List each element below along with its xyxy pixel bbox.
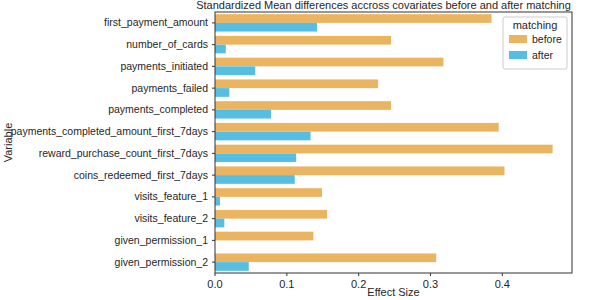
bar [215, 197, 220, 206]
bar [215, 110, 271, 119]
bar [215, 23, 317, 32]
legend-title: matching [513, 19, 558, 31]
bar [215, 153, 296, 162]
legend-swatch [509, 35, 527, 43]
bar [215, 58, 443, 67]
y-tick-label: coins_redeemed_first_7days [74, 169, 208, 181]
x-tick [286, 273, 287, 276]
y-tick [212, 44, 215, 45]
y-tick [212, 218, 215, 219]
y-tick [212, 109, 215, 110]
y-tick [212, 66, 215, 67]
legend-swatch [509, 51, 527, 59]
legend-box [503, 17, 567, 69]
bar [215, 219, 224, 228]
bars [215, 14, 553, 271]
y-tick-label: payments_initiated [120, 60, 208, 72]
bar [215, 88, 229, 97]
legend: matching before after [503, 17, 567, 69]
legend-label: before [532, 33, 562, 45]
y-tick-label: visits_feature_2 [134, 212, 208, 224]
legend-label: after [532, 49, 554, 61]
bar [215, 262, 249, 271]
bar [215, 188, 322, 197]
x-tick-label: 0.4 [495, 278, 510, 290]
x-tick-label: 0.3 [423, 278, 438, 290]
bar [215, 36, 391, 45]
y-tick [212, 22, 215, 23]
bar [215, 123, 499, 132]
y-tick [212, 88, 215, 89]
y-tick-label: given_permission_1 [115, 234, 209, 246]
bar [215, 14, 492, 23]
bar [215, 253, 436, 262]
y-tick-label: payments_completed_amount_first_7days [11, 125, 208, 137]
chart-title: Standardized Mean differences accross co… [196, 0, 571, 11]
bar [215, 45, 226, 54]
bar [215, 101, 391, 110]
y-axis-label: Variable [2, 123, 14, 163]
y-tick [212, 153, 215, 154]
x-tick [430, 273, 431, 276]
x-tick [502, 273, 503, 276]
y-tick-label: visits_feature_1 [134, 190, 208, 202]
y-tick [212, 131, 215, 132]
x-tick-label: 0.2 [351, 278, 366, 290]
y-tick-label: payments_completed [108, 103, 208, 115]
x-tick [358, 273, 359, 276]
y-tick-label: first_payment_amount [104, 16, 208, 28]
y-tick-label: payments_failed [132, 82, 209, 94]
bar [215, 175, 295, 184]
x-axis-label: Effect Size [367, 286, 419, 298]
bar [215, 232, 313, 241]
bar [215, 79, 378, 88]
y-tick-label: given_permission_2 [115, 256, 209, 268]
x-tick-label: 0.1 [279, 278, 294, 290]
y-tick [212, 196, 215, 197]
chart-container: 0.0 0.1 0.2 0.3 0.4 first_payment_amountnumbe… [0, 0, 600, 300]
bar [215, 132, 311, 141]
chart-svg: 0.0 0.1 0.2 0.3 0.4 first_payment_amountnumbe… [0, 0, 600, 300]
y-tick-label: number_of_cards [126, 38, 208, 50]
bar [215, 210, 327, 219]
y-tick [212, 175, 215, 176]
y-tick [212, 262, 215, 263]
bar [215, 66, 255, 75]
plot-frame [215, 12, 572, 273]
bar [215, 166, 504, 175]
x-tick [215, 273, 216, 276]
x-tick-label: 0.0 [207, 278, 222, 290]
y-tick [212, 240, 215, 241]
bar [215, 145, 553, 154]
y-tick-label: reward_purchase_count_first_7days [39, 147, 208, 159]
